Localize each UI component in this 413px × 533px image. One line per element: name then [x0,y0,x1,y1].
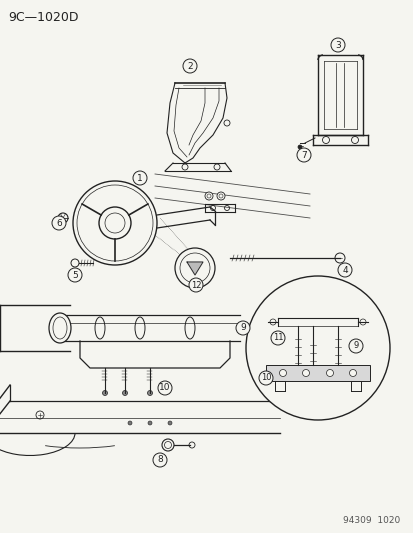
Text: 6: 6 [56,219,62,228]
Text: 7: 7 [300,150,306,159]
Circle shape [52,216,66,230]
Circle shape [168,421,171,425]
Circle shape [102,391,107,395]
Circle shape [296,148,310,162]
Text: 94309  1020: 94309 1020 [342,516,399,525]
Circle shape [122,391,127,395]
Circle shape [147,391,152,395]
Text: 10: 10 [260,374,271,383]
Circle shape [348,339,362,353]
Circle shape [99,207,131,239]
Circle shape [297,145,301,149]
Text: 10: 10 [159,384,170,392]
Text: 3: 3 [334,41,340,50]
Circle shape [158,381,171,395]
Circle shape [58,213,68,223]
Circle shape [189,442,195,448]
Circle shape [71,259,79,267]
Circle shape [235,321,249,335]
Text: 12: 12 [190,280,201,289]
Polygon shape [187,262,202,275]
Text: 11: 11 [272,334,282,343]
Circle shape [334,253,344,263]
Text: 9: 9 [353,342,358,351]
Circle shape [271,331,284,345]
Circle shape [189,278,202,292]
Circle shape [245,276,389,420]
Circle shape [175,248,214,288]
Circle shape [349,369,356,376]
Circle shape [161,439,173,451]
FancyBboxPatch shape [266,365,369,381]
Text: 2: 2 [187,61,192,70]
Circle shape [302,369,309,376]
Text: 1: 1 [137,174,142,182]
Circle shape [326,369,333,376]
Circle shape [147,421,152,425]
Circle shape [183,59,197,73]
Circle shape [204,192,212,200]
Text: 9: 9 [240,324,245,333]
Text: 5: 5 [72,271,78,279]
Circle shape [153,453,166,467]
Circle shape [279,369,286,376]
Circle shape [133,171,147,185]
Circle shape [259,371,272,385]
Circle shape [330,38,344,52]
Text: 9C—1020D: 9C—1020D [8,11,78,24]
Circle shape [128,421,132,425]
Text: 8: 8 [157,456,162,464]
Text: 4: 4 [342,265,347,274]
Circle shape [337,263,351,277]
Circle shape [73,181,157,265]
Ellipse shape [49,313,71,343]
Circle shape [68,268,82,282]
Circle shape [216,192,224,200]
